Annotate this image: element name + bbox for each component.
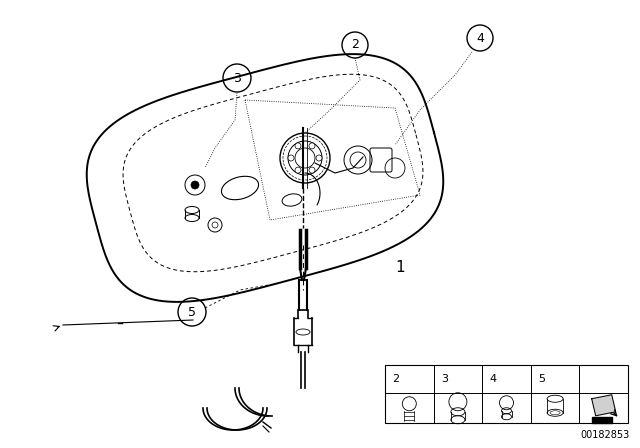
Circle shape	[295, 143, 301, 149]
Polygon shape	[592, 395, 616, 416]
Text: 4: 4	[476, 31, 484, 44]
Polygon shape	[592, 417, 612, 423]
Circle shape	[288, 155, 294, 161]
Circle shape	[316, 155, 322, 161]
Text: 1: 1	[395, 260, 405, 276]
Text: 5: 5	[188, 306, 196, 319]
Bar	[385, 365, 628, 423]
Text: 3: 3	[233, 72, 241, 85]
Circle shape	[309, 167, 315, 173]
Text: 3: 3	[441, 375, 448, 384]
Text: 2: 2	[392, 375, 399, 384]
Circle shape	[309, 143, 315, 149]
Text: 5: 5	[538, 375, 545, 384]
Circle shape	[295, 167, 301, 173]
Text: 2: 2	[351, 39, 359, 52]
Text: 00182853: 00182853	[580, 430, 630, 440]
Circle shape	[191, 181, 199, 189]
Text: 4: 4	[490, 375, 497, 384]
